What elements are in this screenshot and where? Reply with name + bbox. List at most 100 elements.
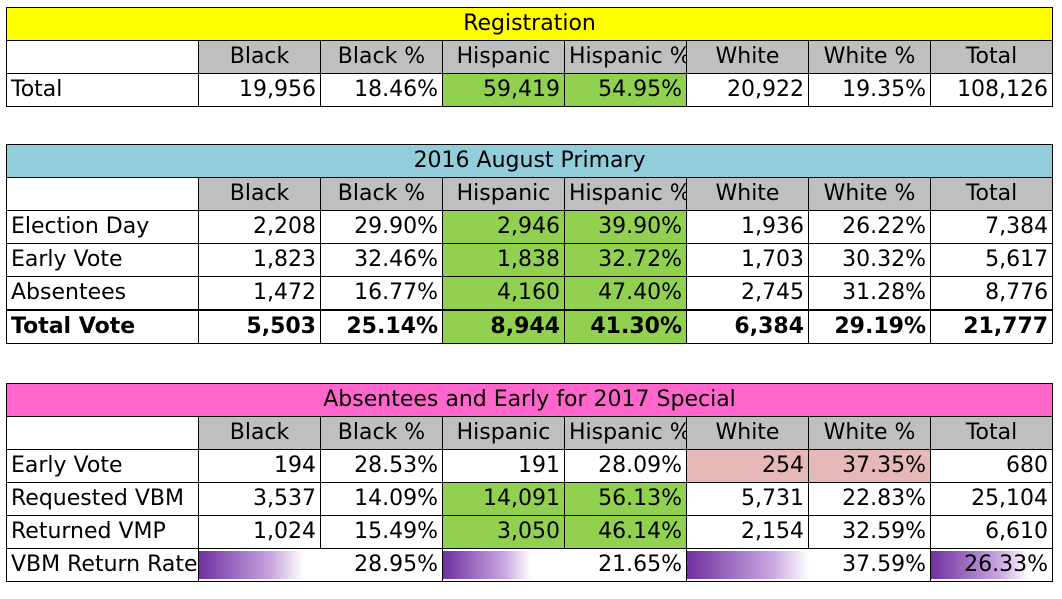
col-header-black-pct: Black % [320, 177, 443, 211]
row-label: Total [6, 73, 199, 107]
table-row: Election Day 2,208 29.90% 2,946 39.90% 1… [6, 210, 1054, 244]
cell-hispanic: 14,091 [442, 482, 565, 516]
row-label: Early Vote [6, 449, 199, 483]
return-rate-black: 28.95% [354, 552, 438, 577]
header-blank [6, 40, 199, 74]
row-label: Early Vote [6, 243, 199, 277]
cell-total: 108,126 [929, 73, 1054, 107]
special-table: Absentees and Early for 2017 Special Bla… [5, 383, 1054, 582]
row-label: Total Vote [6, 309, 199, 344]
cell-white-pct: 29.19% [808, 309, 931, 344]
cell-hispanic: 191 [442, 449, 565, 483]
cell-white: 254 [686, 449, 809, 483]
cell-total: 5,617 [929, 243, 1054, 277]
table-row: Absentees 1,472 16.77% 4,160 47.40% 2,74… [6, 276, 1054, 311]
cell-hispanic-pct: 47.40% [564, 276, 687, 311]
return-rate-black-cell: 28.95% [198, 548, 443, 582]
col-header-hispanic-pct: Hispanic % [564, 416, 687, 450]
table-row: Total 19,956 18.46% 59,419 54.95% 20,922… [6, 73, 1054, 107]
cell-black: 194 [198, 449, 321, 483]
cell-total: 7,384 [929, 210, 1054, 244]
data-bar-white [687, 551, 809, 579]
primary-header-row: Black Black % Hispanic Hispanic % White … [6, 177, 1054, 211]
cell-hispanic: 8,944 [442, 309, 565, 344]
cell-hispanic-pct: 32.72% [564, 243, 687, 277]
col-header-hispanic: Hispanic [442, 40, 565, 74]
data-bar-hispanic [443, 551, 531, 579]
col-header-hispanic-pct: Hispanic % [564, 40, 687, 74]
col-header-black-pct: Black % [320, 416, 443, 450]
col-header-white: White [686, 177, 809, 211]
data-bar-black [199, 551, 303, 579]
cell-black: 5,503 [198, 309, 321, 344]
registration-title: Registration [5, 7, 1054, 41]
row-label: Returned VMP [6, 515, 199, 549]
return-rate-total: 26.33% [964, 552, 1049, 577]
cell-black-pct: 29.90% [320, 210, 443, 244]
cell-black-pct: 25.14% [320, 309, 443, 344]
col-header-hispanic-pct: Hispanic % [564, 177, 687, 211]
cell-total: 6,610 [929, 515, 1054, 549]
table-row: Early Vote 194 28.53% 191 28.09% 254 37.… [6, 449, 1054, 483]
cell-black-pct: 28.53% [320, 449, 443, 483]
header-blank [6, 416, 199, 450]
col-header-total: Total [929, 177, 1054, 211]
cell-hispanic: 2,946 [442, 210, 565, 244]
col-header-hispanic: Hispanic [442, 416, 565, 450]
return-rate-hispanic: 21.65% [598, 552, 682, 577]
cell-hispanic: 3,050 [442, 515, 565, 549]
table-row: Returned VMP 1,024 15.49% 3,050 46.14% 2… [6, 515, 1054, 549]
cell-white-pct: 19.35% [808, 73, 931, 107]
col-header-hispanic: Hispanic [442, 177, 565, 211]
cell-hispanic: 4,160 [442, 276, 565, 311]
col-header-white-pct: White % [808, 40, 931, 74]
table-row: Requested VBM 3,537 14.09% 14,091 56.13%… [6, 482, 1054, 516]
col-header-white-pct: White % [808, 177, 931, 211]
cell-white-pct: 32.59% [808, 515, 931, 549]
col-header-black: Black [198, 40, 321, 74]
cell-white-pct: 30.32% [808, 243, 931, 277]
return-rate-white-cell: 37.59% [686, 548, 931, 582]
col-header-white: White [686, 416, 809, 450]
total-row: Total Vote 5,503 25.14% 8,944 41.30% 6,3… [6, 309, 1054, 344]
cell-white: 2,745 [686, 276, 809, 311]
cell-hispanic: 59,419 [442, 73, 565, 107]
cell-hispanic-pct: 46.14% [564, 515, 687, 549]
cell-hispanic-pct: 28.09% [564, 449, 687, 483]
return-rate-total-cell: 26.33% [929, 548, 1054, 582]
cell-black-pct: 16.77% [320, 276, 443, 311]
table-row: Early Vote 1,823 32.46% 1,838 32.72% 1,7… [6, 243, 1054, 277]
registration-header-row: Black Black % Hispanic Hispanic % White … [6, 40, 1054, 74]
return-rate-white: 37.59% [842, 552, 926, 577]
cell-total: 25,104 [929, 482, 1054, 516]
cell-black: 1,823 [198, 243, 321, 277]
data-bar-total [931, 551, 1029, 579]
col-header-white-pct: White % [808, 416, 931, 450]
cell-hispanic-pct: 39.90% [564, 210, 687, 244]
cell-hispanic-pct: 41.30% [564, 309, 687, 344]
row-label: VBM Return Rate [6, 548, 199, 582]
cell-white: 1,936 [686, 210, 809, 244]
cell-total: 21,777 [929, 309, 1054, 344]
special-title: Absentees and Early for 2017 Special [5, 383, 1054, 417]
cell-white: 2,154 [686, 515, 809, 549]
registration-table: Registration Black Black % Hispanic Hisp… [5, 7, 1054, 107]
cell-white-pct: 26.22% [808, 210, 931, 244]
cell-white: 5,731 [686, 482, 809, 516]
row-label: Absentees [6, 276, 199, 311]
col-header-black: Black [198, 177, 321, 211]
cell-black-pct: 15.49% [320, 515, 443, 549]
col-header-white: White [686, 40, 809, 74]
col-header-black-pct: Black % [320, 40, 443, 74]
cell-black: 19,956 [198, 73, 321, 107]
row-label: Election Day [6, 210, 199, 244]
cell-black-pct: 32.46% [320, 243, 443, 277]
col-header-black: Black [198, 416, 321, 450]
cell-white: 6,384 [686, 309, 809, 344]
cell-black-pct: 18.46% [320, 73, 443, 107]
cell-hispanic-pct: 54.95% [564, 73, 687, 107]
return-rate-hispanic-cell: 21.65% [442, 548, 687, 582]
cell-hispanic: 1,838 [442, 243, 565, 277]
primary-title: 2016 August Primary [5, 144, 1054, 178]
row-label: Requested VBM [6, 482, 199, 516]
